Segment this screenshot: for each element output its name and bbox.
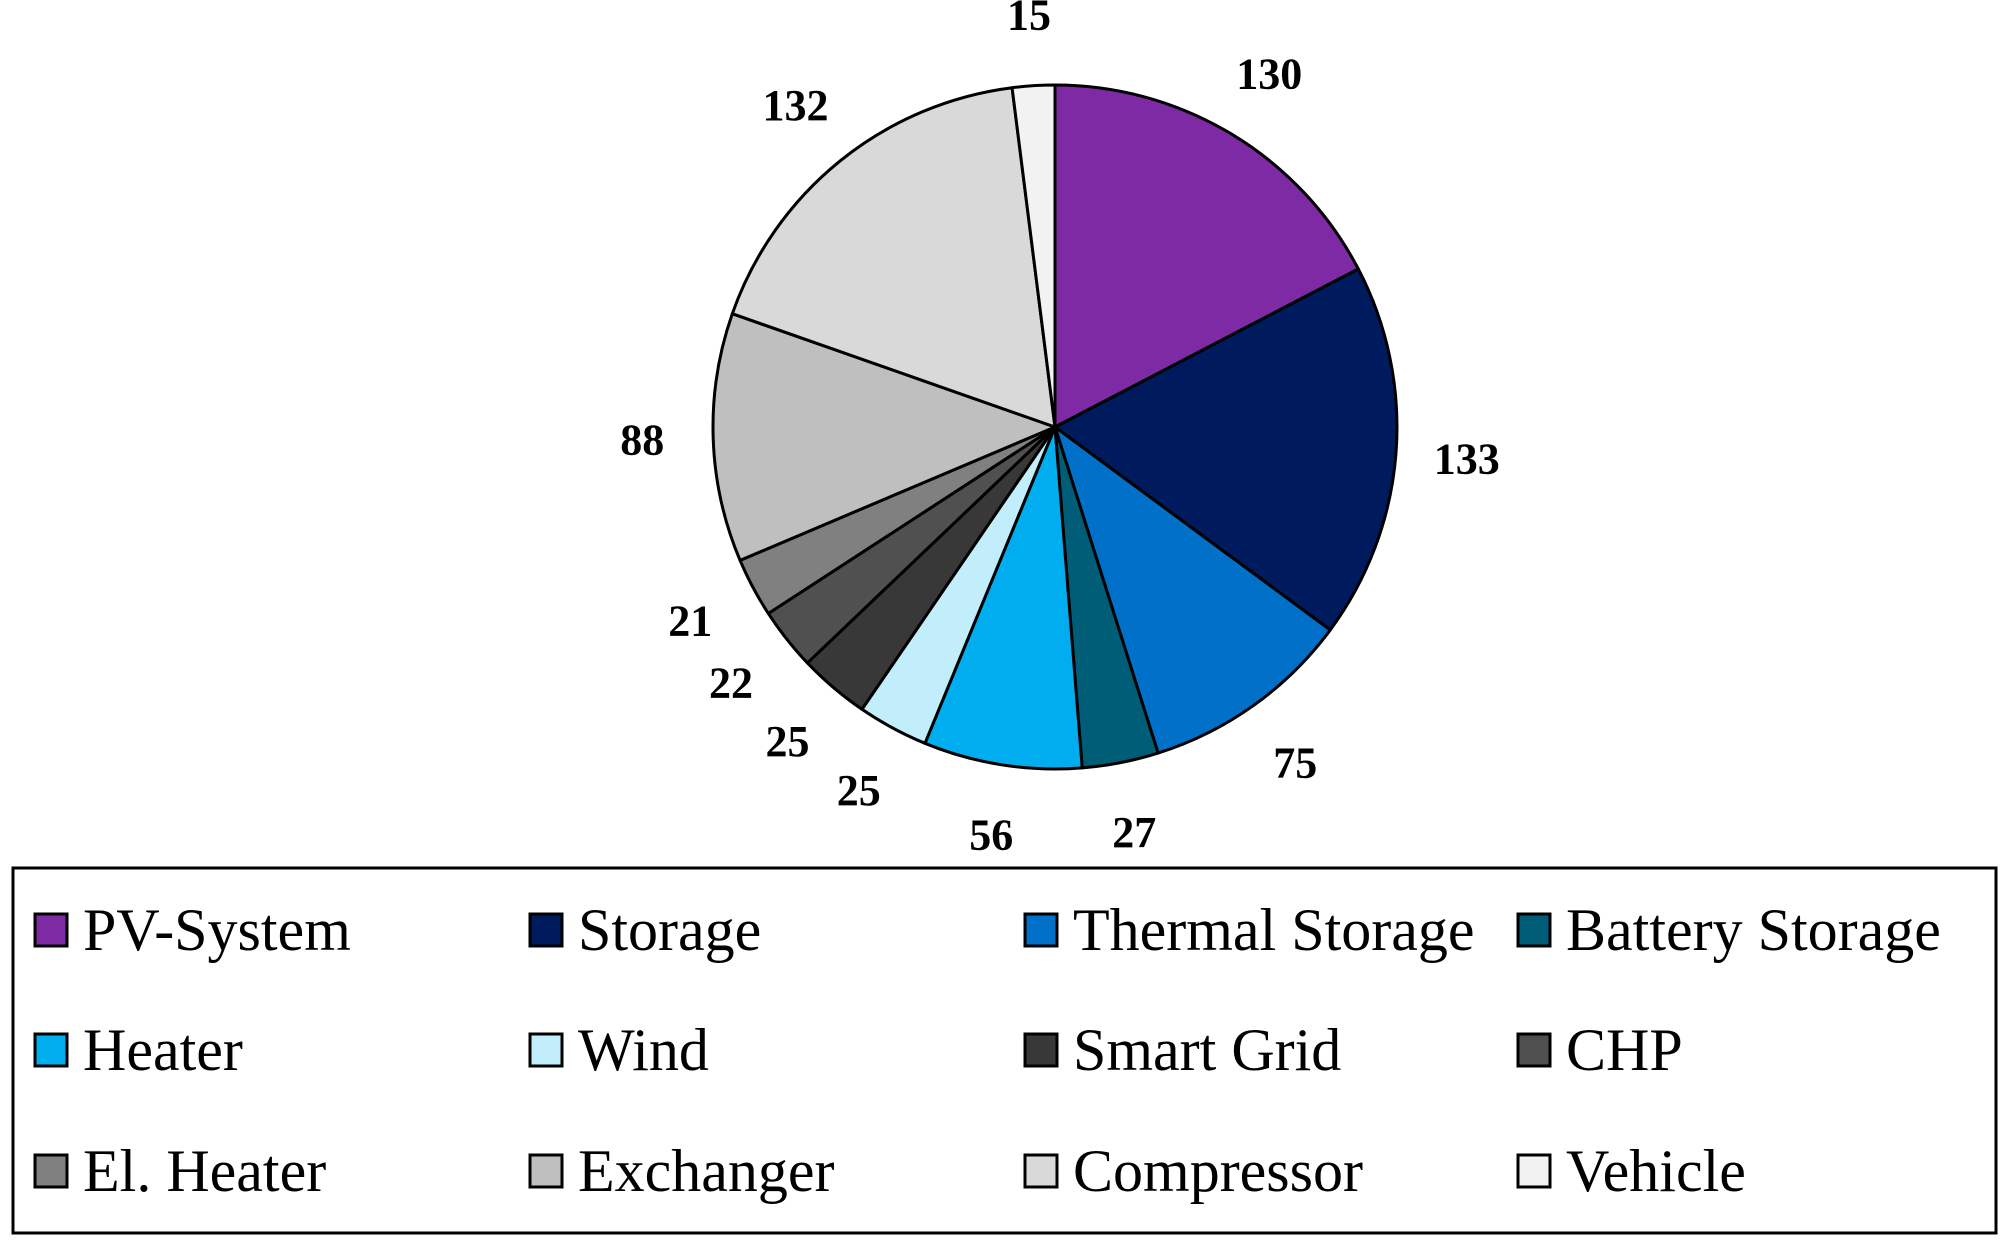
legend-label-storage: Storage: [578, 897, 761, 963]
pie-slice-thermal-storage: [1053, 425, 1332, 755]
legend-item-battery-storage: Battery Storage: [1516, 897, 1941, 963]
legend-swatch-thermal-storage: [1023, 912, 1059, 948]
legend-label-compressor: Compressor: [1073, 1138, 1363, 1204]
legend-swatch-pv-system: [33, 912, 69, 948]
pie-value-labels: 130 133 75 27 56 25 25 22 21 88 132 15: [620, 0, 1500, 860]
legend-label-pv-system: PV-System: [83, 897, 351, 963]
value-label-smart-grid: 25: [766, 717, 810, 766]
legend-label-el-heater: El. Heater: [83, 1138, 326, 1204]
legend-label-vehicle: Vehicle: [1566, 1138, 1746, 1204]
pie-slice-heater: [923, 425, 1084, 771]
pie-slice-storage: [1053, 267, 1399, 632]
legend-label-exchanger: Exchanger: [578, 1138, 835, 1204]
value-label-compressor: 132: [763, 81, 829, 130]
legend-swatch-smart-grid: [1023, 1032, 1059, 1068]
pie-slice-compressor: [730, 86, 1057, 429]
legend-box: [11, 866, 1998, 1235]
value-label-battery-storage: 27: [1112, 808, 1156, 857]
value-label-chp: 22: [709, 659, 753, 708]
legend-item-chp: CHP: [1516, 1017, 1683, 1083]
legend-swatch-battery-storage: [1516, 912, 1552, 948]
legend-swatch-heater: [33, 1032, 69, 1068]
pie-slices: [711, 83, 1399, 771]
legend-item-heater: Heater: [33, 1017, 243, 1083]
legend-swatch-vehicle: [1516, 1153, 1552, 1189]
legend-swatch-el-heater: [33, 1153, 69, 1189]
legend-item-el-heater: El. Heater: [33, 1138, 326, 1204]
value-label-exchanger: 88: [620, 416, 664, 465]
legend-swatch-exchanger: [528, 1153, 564, 1189]
legend-item-storage: Storage: [528, 897, 761, 963]
legend-swatch-wind: [528, 1032, 564, 1068]
legend-item-smart-grid: Smart Grid: [1023, 1017, 1341, 1083]
legend-swatch-chp: [1516, 1032, 1552, 1068]
legend-item-compressor: Compressor: [1023, 1138, 1363, 1204]
legend-item-pv-system: PV-System: [33, 897, 351, 963]
value-label-el-heater: 21: [668, 596, 712, 645]
value-label-storage: 133: [1434, 435, 1500, 484]
legend-label-battery-storage: Battery Storage: [1566, 897, 1941, 963]
value-label-pv-system: 130: [1236, 49, 1302, 98]
legend-label-chp: CHP: [1566, 1017, 1683, 1083]
pie-slice-vehicle: [1010, 83, 1057, 429]
legend-item-thermal-storage: Thermal Storage: [1023, 897, 1475, 963]
legend-item-wind: Wind: [528, 1017, 709, 1083]
legend-item-exchanger: Exchanger: [528, 1138, 835, 1204]
legend-label-heater: Heater: [83, 1017, 243, 1083]
value-label-vehicle: 15: [1007, 0, 1051, 39]
pie-slice-exchanger: [711, 312, 1057, 562]
value-label-wind: 25: [837, 766, 881, 815]
legend-label-wind: Wind: [578, 1017, 709, 1083]
legend-label-thermal-storage: Thermal Storage: [1073, 897, 1475, 963]
legend-swatch-compressor: [1023, 1153, 1059, 1189]
legend-label-smart-grid: Smart Grid: [1073, 1017, 1341, 1083]
pie-slice-pv-system: [1053, 83, 1360, 429]
legend: PV-System Storage Thermal Storage Battery S…: [33, 897, 1941, 1204]
value-label-thermal-storage: 75: [1273, 738, 1317, 787]
value-label-heater: 56: [969, 811, 1013, 860]
legend-swatch-storage: [528, 912, 564, 948]
legend-item-vehicle: Vehicle: [1516, 1138, 1746, 1204]
